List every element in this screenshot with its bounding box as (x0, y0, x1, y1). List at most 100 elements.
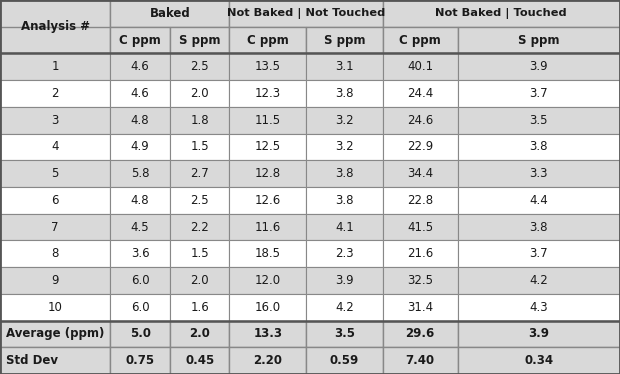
Text: 7.40: 7.40 (405, 354, 435, 367)
Text: 4.9: 4.9 (131, 140, 149, 153)
Text: 6: 6 (51, 194, 59, 207)
Bar (458, 267, 620, 294)
Text: 4.1: 4.1 (335, 221, 354, 234)
Bar (229, 80, 306, 107)
Text: 2.0: 2.0 (190, 274, 209, 287)
Text: 2.7: 2.7 (190, 167, 209, 180)
Text: 4.2: 4.2 (335, 301, 354, 314)
Text: 31.4: 31.4 (407, 301, 433, 314)
Text: 8: 8 (51, 247, 59, 260)
Text: C ppm: C ppm (399, 34, 441, 47)
Text: 40.1: 40.1 (407, 60, 433, 73)
Bar (383, 214, 458, 240)
Bar (110, 80, 170, 107)
Text: 2.2: 2.2 (190, 221, 209, 234)
Bar (170, 53, 229, 80)
Bar (306, 160, 383, 187)
Bar (110, 294, 170, 321)
Text: 12.3: 12.3 (255, 87, 281, 100)
Text: 2.5: 2.5 (190, 60, 209, 73)
Bar (110, 27, 170, 53)
Text: 4.6: 4.6 (131, 87, 149, 100)
Bar (0, 27, 110, 53)
Text: 3.5: 3.5 (334, 327, 355, 340)
Bar (383, 321, 458, 347)
Text: 3.9: 3.9 (528, 327, 549, 340)
Text: C ppm: C ppm (247, 34, 289, 47)
Text: 3.1: 3.1 (335, 60, 354, 73)
Bar (110, 107, 170, 134)
Text: 3.2: 3.2 (335, 114, 354, 127)
Bar (170, 347, 229, 374)
Bar (229, 294, 306, 321)
Text: 7: 7 (51, 221, 59, 234)
Bar (110, 267, 170, 294)
Text: 34.4: 34.4 (407, 167, 433, 180)
Bar (0, 321, 110, 347)
Bar (170, 160, 229, 187)
Bar (306, 321, 383, 347)
Text: 3.7: 3.7 (529, 87, 548, 100)
Bar (383, 347, 458, 374)
Text: S ppm: S ppm (324, 34, 365, 47)
Text: 3.9: 3.9 (335, 274, 354, 287)
Bar (110, 240, 170, 267)
Bar (383, 134, 458, 160)
Bar (229, 0, 306, 27)
Bar (306, 27, 383, 53)
Bar (458, 80, 620, 107)
Text: 3.9: 3.9 (529, 60, 548, 73)
Bar (0, 80, 110, 107)
Text: 24.6: 24.6 (407, 114, 433, 127)
Text: Not Baked | Touched: Not Baked | Touched (435, 8, 567, 19)
Bar (458, 347, 620, 374)
Text: 5.8: 5.8 (131, 167, 149, 180)
Text: 3.5: 3.5 (529, 114, 548, 127)
Text: 13.3: 13.3 (254, 327, 282, 340)
Bar (110, 160, 170, 187)
Text: 0.75: 0.75 (126, 354, 154, 367)
Bar (110, 53, 170, 80)
Text: 4.6: 4.6 (131, 60, 149, 73)
Bar (229, 240, 306, 267)
Bar (383, 107, 458, 134)
Bar (383, 187, 458, 214)
Bar (458, 214, 620, 240)
Text: 16.0: 16.0 (255, 301, 281, 314)
Text: 3.2: 3.2 (335, 140, 354, 153)
Text: 3: 3 (51, 114, 59, 127)
Bar (306, 347, 383, 374)
Bar (306, 187, 383, 214)
Text: 4.2: 4.2 (529, 274, 548, 287)
Text: 4.8: 4.8 (131, 194, 149, 207)
Bar (0, 53, 110, 80)
Bar (383, 80, 458, 107)
Text: S ppm: S ppm (179, 34, 220, 47)
Text: 18.5: 18.5 (255, 247, 281, 260)
Bar (383, 240, 458, 267)
Bar (229, 160, 306, 187)
Text: 2.3: 2.3 (335, 247, 354, 260)
Text: 6.0: 6.0 (131, 274, 149, 287)
Bar (170, 80, 229, 107)
Bar (458, 27, 620, 53)
Text: 2: 2 (51, 87, 59, 100)
Bar (0, 294, 110, 321)
Text: 2.20: 2.20 (254, 354, 282, 367)
Text: Std Dev: Std Dev (6, 354, 58, 367)
Text: 41.5: 41.5 (407, 221, 433, 234)
Text: 1: 1 (51, 60, 59, 73)
Bar (0, 107, 110, 134)
Text: 4.3: 4.3 (529, 301, 548, 314)
Bar (383, 160, 458, 187)
Bar (110, 347, 170, 374)
Text: 5: 5 (51, 167, 59, 180)
Bar (229, 214, 306, 240)
Bar (306, 294, 383, 321)
Text: 12.6: 12.6 (255, 194, 281, 207)
Text: 24.4: 24.4 (407, 87, 433, 100)
Text: S ppm: S ppm (518, 34, 559, 47)
Bar (0, 0, 110, 53)
Text: 5.0: 5.0 (130, 327, 151, 340)
Text: 4.8: 4.8 (131, 114, 149, 127)
